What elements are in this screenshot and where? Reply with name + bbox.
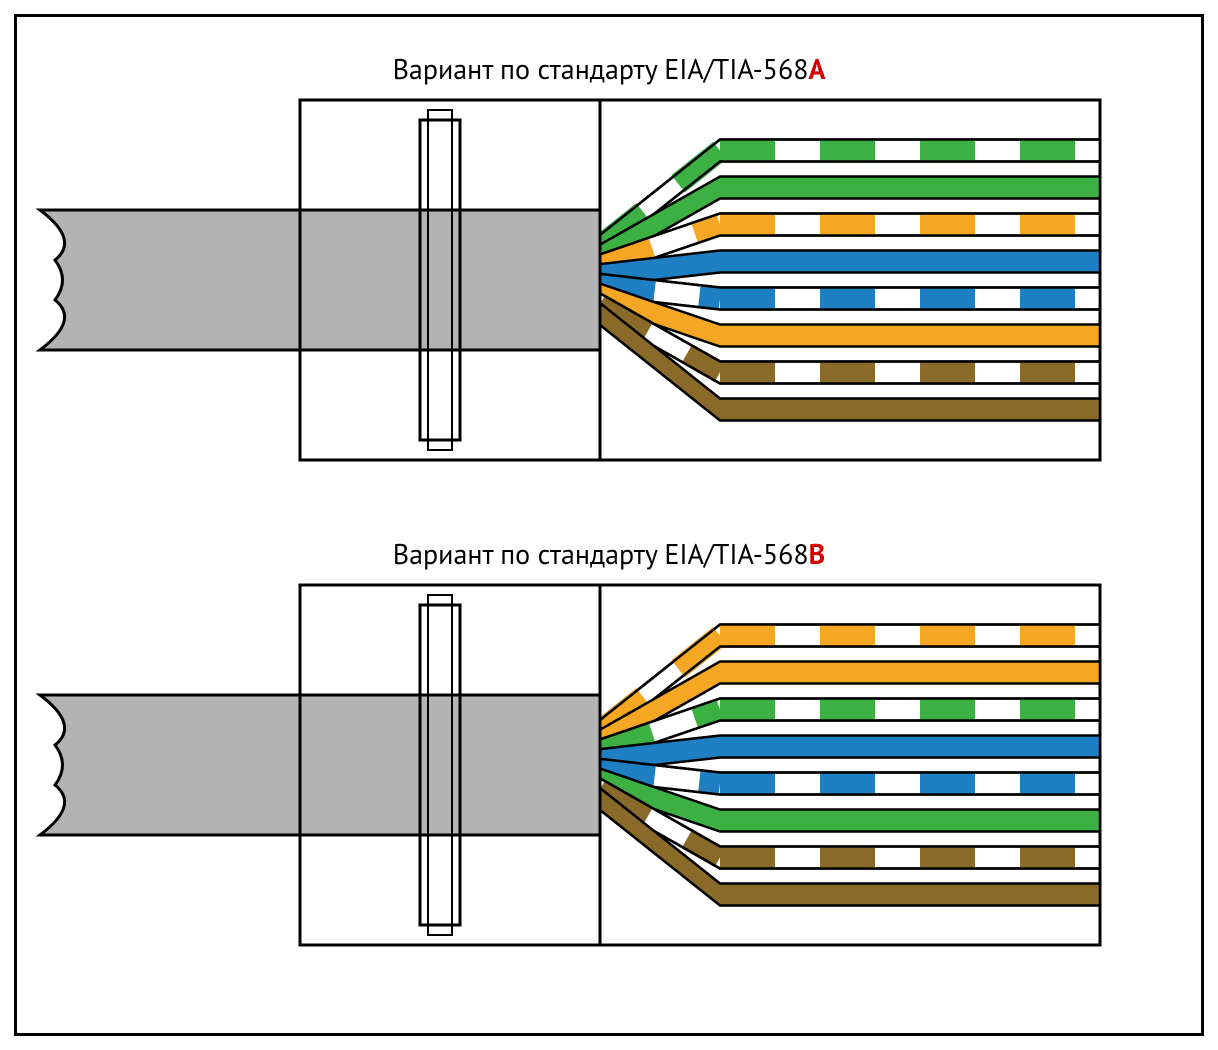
diagram-568b bbox=[0, 575, 1218, 955]
diagram-568a bbox=[0, 90, 1218, 470]
page-root: Вариант по стандарту EIA/TIA-568A Вариан… bbox=[0, 0, 1218, 1050]
cable-jacket bbox=[40, 695, 600, 835]
title-568b: Вариант по стандарту EIA/TIA-568B bbox=[0, 535, 1218, 572]
title-a-accent: A bbox=[808, 50, 825, 87]
title-568a: Вариант по стандарту EIA/TIA-568A bbox=[0, 50, 1218, 87]
title-a-prefix: Вариант по стандарту EIA/TIA-568 bbox=[393, 50, 809, 87]
cable-jacket bbox=[40, 210, 600, 350]
title-b-accent: B bbox=[809, 535, 826, 572]
title-b-prefix: Вариант по стандарту EIA/TIA-568 bbox=[393, 535, 809, 572]
